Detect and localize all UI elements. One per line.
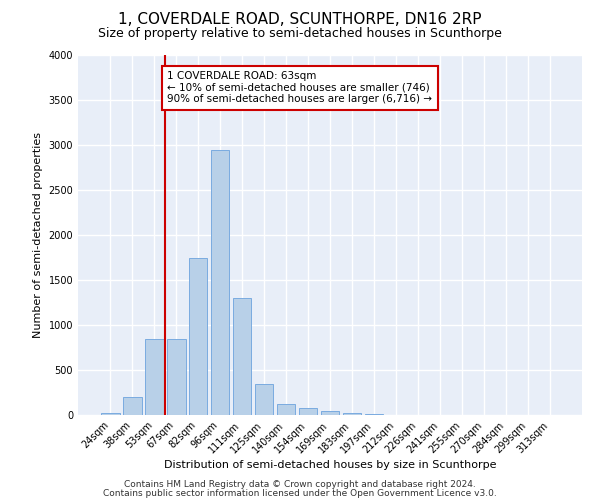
Bar <box>123 397 142 415</box>
Bar <box>167 338 185 415</box>
Text: 1 COVERDALE ROAD: 63sqm
← 10% of semi-detached houses are smaller (746)
90% of s: 1 COVERDALE ROAD: 63sqm ← 10% of semi-de… <box>167 71 433 104</box>
Bar <box>233 298 251 415</box>
Y-axis label: Number of semi-detached properties: Number of semi-detached properties <box>33 132 43 338</box>
Bar <box>101 413 119 415</box>
Text: Contains public sector information licensed under the Open Government Licence v3: Contains public sector information licen… <box>103 489 497 498</box>
Bar <box>277 404 295 415</box>
Bar <box>255 384 274 415</box>
Bar <box>211 150 229 415</box>
Bar <box>189 258 208 415</box>
Bar <box>145 338 164 415</box>
Text: Size of property relative to semi-detached houses in Scunthorpe: Size of property relative to semi-detach… <box>98 28 502 40</box>
Bar <box>299 408 317 415</box>
Bar <box>365 414 383 415</box>
Text: Contains HM Land Registry data © Crown copyright and database right 2024.: Contains HM Land Registry data © Crown c… <box>124 480 476 489</box>
Bar <box>343 413 361 415</box>
Text: 1, COVERDALE ROAD, SCUNTHORPE, DN16 2RP: 1, COVERDALE ROAD, SCUNTHORPE, DN16 2RP <box>118 12 482 28</box>
X-axis label: Distribution of semi-detached houses by size in Scunthorpe: Distribution of semi-detached houses by … <box>164 460 496 470</box>
Bar <box>320 412 340 415</box>
